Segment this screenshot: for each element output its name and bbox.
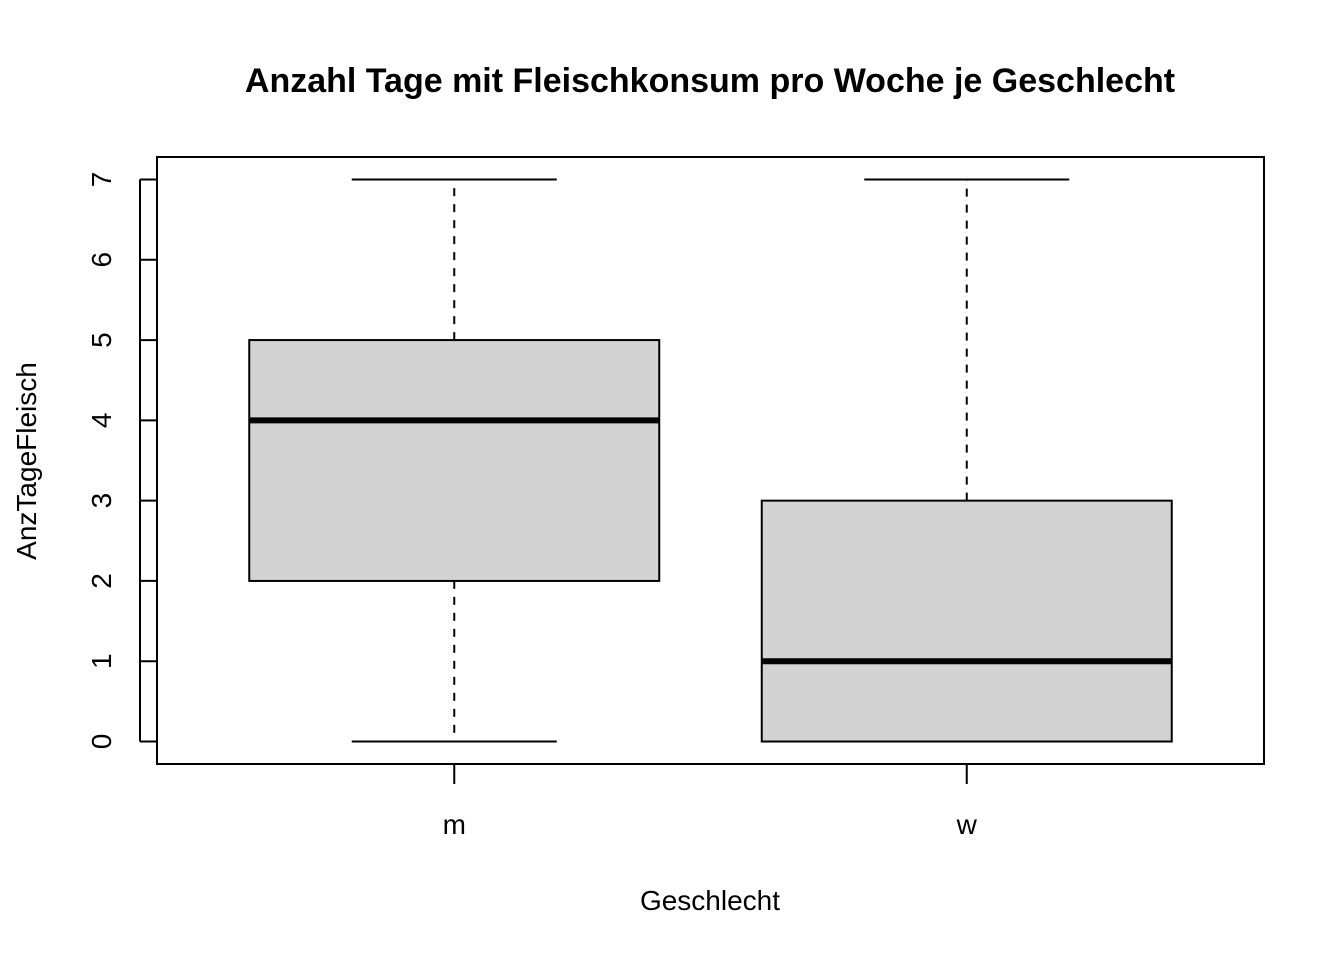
x-tick-label-m: m <box>443 809 466 840</box>
box-group-w <box>760 178 1173 743</box>
boxes-layer <box>248 178 1173 743</box>
y-axis-label: AnzTageFleisch <box>11 362 42 560</box>
chart-title: Anzahl Tage mit Fleischkonsum pro Woche … <box>245 62 1175 100</box>
y-tick-label: 4 <box>86 413 117 429</box>
y-tick-label: 7 <box>86 172 117 188</box>
x-axis-label: Geschlecht <box>640 885 780 916</box>
y-tick-label: 1 <box>86 653 117 669</box>
y-tick-label: 0 <box>86 734 117 750</box>
y-axis: 0 1 2 3 4 5 6 7 <box>86 172 157 750</box>
y-tick-label: 6 <box>86 252 117 268</box>
y-tick-label: 3 <box>86 493 117 509</box>
x-tick-label-w: w <box>956 809 978 840</box>
iqr-box <box>248 339 661 582</box>
y-tick-label: 5 <box>86 332 117 348</box>
y-tick-label: 2 <box>86 573 117 589</box>
plot-frame <box>156 156 1265 765</box>
box-group-m <box>248 178 661 743</box>
iqr-box <box>760 499 1173 743</box>
